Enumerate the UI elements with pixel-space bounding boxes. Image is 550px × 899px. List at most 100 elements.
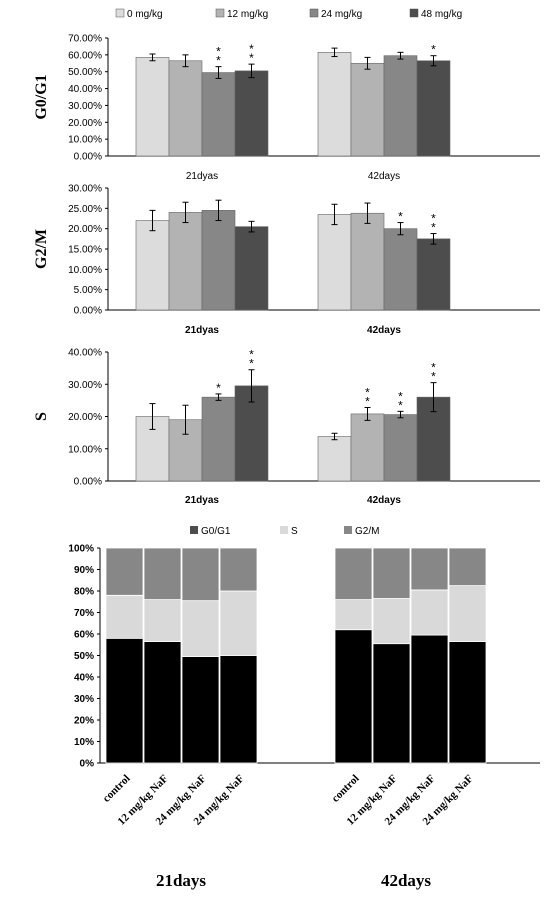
y-axis-label: S	[33, 412, 50, 421]
stacked-segment	[372, 547, 411, 599]
stacked-segment	[410, 589, 449, 636]
y-tick-label: 40.00%	[68, 84, 102, 95]
legend-swatch-1	[215, 8, 225, 18]
significance-mark: *	[431, 221, 436, 235]
bar	[350, 62, 385, 157]
bar	[201, 396, 236, 482]
bar	[234, 226, 269, 311]
significance-mark: *	[249, 51, 254, 65]
bar	[317, 214, 352, 311]
y-tick-label: 10.00%	[68, 135, 102, 146]
stacked-segment	[372, 643, 411, 764]
significance-mark: *	[431, 370, 436, 384]
bar	[383, 414, 418, 482]
stacked-segment	[219, 655, 258, 764]
y-tick-label: 40.00%	[68, 348, 102, 359]
stacked-segment	[219, 590, 258, 656]
legend-swatch-0	[115, 8, 125, 18]
significance-mark: *	[249, 348, 254, 362]
y-tick-label: 0.00%	[74, 306, 102, 317]
legend-swatch-0	[190, 526, 198, 534]
bar	[168, 212, 203, 311]
y-tick-label: 20%	[74, 716, 94, 727]
significance-mark: *	[431, 43, 436, 57]
legend-swatch-1	[280, 526, 288, 534]
x-category-label: control	[330, 773, 362, 805]
stacked-segment	[143, 641, 182, 764]
legend-label-3: 48 mg/kg	[421, 9, 462, 20]
dose-legend: 0 mg/kg 12 mg/kg 24 mg/kg 48 mg/kg	[115, 8, 462, 20]
legend-label-1: S	[291, 526, 298, 537]
stacked-segment	[105, 547, 144, 596]
y-tick-label: 90%	[74, 565, 94, 576]
stacked-segment	[372, 598, 411, 645]
bar	[201, 210, 236, 311]
y-tick-label: 30.00%	[68, 101, 102, 112]
y-tick-label: 40%	[74, 673, 94, 684]
y-tick-label: 5.00%	[74, 285, 102, 296]
y-tick-label: 15.00%	[68, 245, 102, 256]
x-category-label: 42days	[367, 495, 401, 506]
x-category-label: control	[101, 773, 133, 805]
y-tick-label: 100%	[68, 544, 94, 555]
group-label: 42days	[381, 871, 431, 890]
y-tick-label: 10.00%	[68, 444, 102, 455]
y-tick-label: 25.00%	[68, 204, 102, 215]
stacked-segment	[105, 637, 144, 764]
y-tick-label: 10%	[74, 737, 94, 748]
y-tick-label: 50.00%	[68, 67, 102, 78]
y-tick-label: 0%	[80, 759, 95, 770]
significance-mark: *	[216, 381, 221, 395]
legend-label-0: 0 mg/kg	[127, 9, 163, 20]
bar	[234, 70, 269, 157]
significance-mark: *	[216, 54, 221, 68]
stacked-segment	[410, 547, 449, 591]
y-tick-label: 30.00%	[68, 380, 102, 391]
stacked-segment	[143, 599, 182, 642]
bar	[416, 60, 451, 157]
stacked-segment	[219, 547, 258, 592]
y-tick-label: 0.00%	[74, 152, 102, 163]
y-axis-label: G0/G1	[33, 74, 50, 119]
stacked-segment	[181, 600, 220, 657]
stacked-segment	[448, 585, 487, 642]
significance-mark: *	[365, 385, 370, 399]
y-tick-label: 30.00%	[68, 184, 102, 195]
bar	[383, 55, 418, 157]
bar	[350, 413, 385, 482]
s-phase-bar-chart: 0.00%10.00%20.00%30.00%40.00%S***21dyas*…	[33, 348, 540, 506]
legend-swatch-2	[344, 526, 352, 534]
significance-mark: *	[365, 394, 370, 408]
legend-label-0: G0/G1	[201, 526, 231, 537]
y-tick-label: 50%	[74, 651, 94, 662]
legend-swatch-2	[309, 8, 319, 18]
bar	[317, 436, 352, 482]
significance-mark: *	[398, 210, 403, 224]
stacked-segment	[181, 656, 220, 764]
x-category-label: 42days	[367, 325, 401, 336]
stacked-segment	[410, 634, 449, 764]
phase-legend: G0/G1 S G2/M	[190, 526, 379, 537]
bar	[135, 57, 170, 157]
bar	[350, 212, 385, 311]
legend-label-2: G2/M	[355, 526, 379, 537]
significance-mark: *	[431, 361, 436, 375]
x-category-label: 21dyas	[185, 325, 219, 336]
g0g1-bar-chart: 0.00% 10.00% 20.00% 30.00% 40.00% 50.00% 60.00…	[33, 34, 540, 182]
significance-mark: *	[216, 45, 221, 59]
bar	[383, 228, 418, 311]
stacked-segment	[334, 629, 373, 764]
x-category-label: 42days	[368, 171, 400, 182]
legend-label-2: 24 mg/kg	[321, 9, 362, 20]
stacked-segment	[181, 547, 220, 602]
y-tick-label: 70%	[74, 608, 94, 619]
y-tick-label: 20.00%	[68, 118, 102, 129]
x-category-label: 21dyas	[185, 495, 219, 506]
bar	[416, 396, 451, 482]
stacked-segment	[448, 641, 487, 764]
stacked-segment	[448, 547, 487, 587]
significance-mark: *	[431, 212, 436, 226]
bar	[135, 220, 170, 311]
significance-mark: *	[249, 42, 254, 56]
